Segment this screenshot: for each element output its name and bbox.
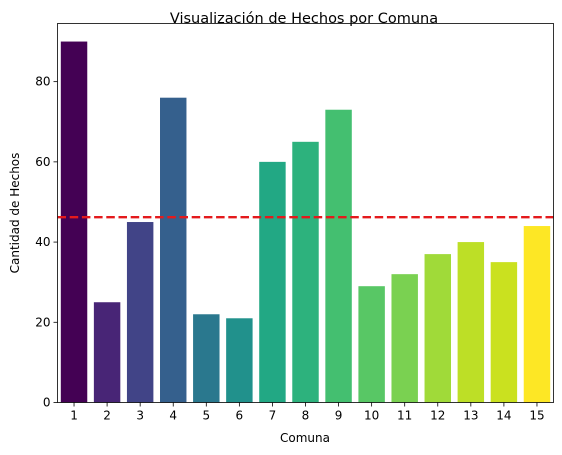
bar-comuna-4: [160, 97, 187, 403]
bar-comuna-1: [60, 41, 88, 403]
bar-comuna-13: [457, 242, 485, 403]
x-tick-label: 3: [136, 409, 144, 423]
x-tick-label: 14: [496, 409, 511, 423]
x-tick-label: 6: [236, 409, 244, 423]
y-tick-label: 60: [35, 155, 50, 169]
x-tick-label: 5: [202, 409, 210, 423]
bar-comuna-15: [523, 226, 551, 403]
x-tick-label: 2: [103, 409, 111, 423]
x-tick-label: 4: [169, 409, 177, 423]
bar-comuna-7: [259, 161, 286, 403]
y-tick-label: 20: [35, 315, 50, 329]
x-tick-label: 10: [364, 409, 379, 423]
y-axis-label: Cantidad de Hechos: [8, 153, 22, 274]
bar-comuna-10: [358, 286, 385, 403]
x-axis-label: Comuna: [280, 431, 330, 445]
x-tick-label: 12: [430, 409, 445, 423]
chart-title: Visualización de Hechos por Comuna: [170, 11, 438, 27]
bar-comuna-5: [193, 314, 220, 403]
bars-group: [60, 41, 551, 403]
x-tick-label: 7: [269, 409, 277, 423]
x-tick-label: 15: [529, 409, 544, 423]
bar-comuna-14: [490, 262, 518, 403]
bar-comuna-2: [93, 302, 121, 403]
bar-comuna-8: [292, 141, 319, 403]
bar-comuna-3: [126, 222, 154, 403]
x-tick-label: 1: [70, 409, 78, 423]
bar-comuna-11: [391, 274, 418, 403]
bar-comuna-9: [325, 109, 352, 403]
y-axis-ticks: 0 20 40 60 80: [35, 75, 58, 410]
y-tick-label: 80: [35, 75, 50, 89]
y-tick-label: 40: [35, 235, 50, 249]
x-tick-label: 13: [463, 409, 478, 423]
x-axis-ticks: 1 2 3 4 5 6 7 8 9 10 11 12 13 14 15: [70, 402, 545, 423]
bar-comuna-6: [226, 318, 253, 403]
x-tick-label: 8: [302, 409, 310, 423]
x-tick-label: 11: [397, 409, 412, 423]
x-tick-label: 9: [335, 409, 343, 423]
bar-comuna-12: [424, 254, 451, 403]
y-tick-label: 0: [43, 396, 51, 410]
